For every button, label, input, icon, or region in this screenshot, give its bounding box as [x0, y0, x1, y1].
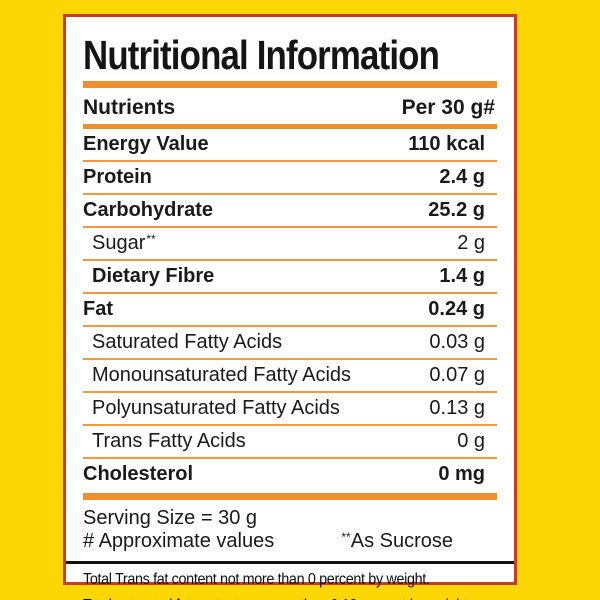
nutrient-label: Cholesterol	[83, 463, 194, 485]
footnotes-row: # Approximate values **As Sucrose	[83, 530, 497, 554]
header-per-serving: Per 30 g#	[401, 95, 495, 119]
table-row-energy-value: Energy Value 110 kcal	[83, 129, 497, 162]
table-row-polyunsaturated-fatty-acids: Polyunsaturated Fatty Acids 0.13 g	[83, 393, 497, 426]
nutrient-value: 1.4 g	[439, 265, 485, 287]
nutrition-panel: Nutritional Information Nutrients Per 30…	[63, 14, 517, 600]
panel-content: Nutritional Information Nutrients Per 30…	[66, 32, 514, 600]
nutrient-label-text: Sugar	[92, 232, 146, 254]
nutrient-value: 0 mg	[438, 463, 485, 485]
nutrient-value: 0.03 g	[429, 331, 485, 353]
nutrient-value: 2.4 g	[439, 166, 485, 188]
table-row-monounsaturated-fatty-acids: Monounsaturated Fatty Acids 0.07 g	[83, 360, 497, 393]
nutrient-value: 0 g	[457, 430, 485, 452]
table-row-fat: Fat 0.24 g	[83, 294, 497, 327]
regulatory-line-saturated-fat: Total saturated fat content not more tha…	[83, 597, 471, 600]
nutrient-value: 0.13 g	[429, 397, 485, 419]
sucrose-footnote-marker: **	[341, 530, 351, 544]
page-title: Nutritional Information	[83, 32, 440, 78]
table-row-sugar: Sugar** 2 g	[83, 228, 497, 261]
nutrient-label: Trans Fatty Acids	[92, 430, 246, 452]
nutrient-label: Dietary Fibre	[92, 265, 215, 287]
table-row-trans-fatty-acids: Trans Fatty Acids 0 g	[83, 426, 497, 459]
sugar-footnote-marker: **	[146, 232, 156, 246]
table-row-protein: Protein 2.4 g	[83, 162, 497, 195]
nutrient-label: Polyunsaturated Fatty Acids	[92, 397, 340, 419]
serving-size-note: Serving Size = 30 g	[83, 507, 257, 529]
nutrient-label: Protein	[83, 166, 152, 188]
sucrose-note-text: As Sucrose	[350, 530, 453, 552]
title-divider-bar	[83, 81, 497, 88]
nutrient-value: 110 kcal	[408, 133, 485, 155]
regulatory-divider-rule	[66, 561, 514, 564]
regulatory-line-trans-fat: Total Trans fat content not more than 0 …	[83, 570, 430, 588]
nutrient-value: 2 g	[457, 232, 485, 254]
table-bottom-divider-bar	[83, 493, 497, 500]
nutrient-label: Fat	[83, 298, 113, 320]
table-row-cholesterol: Cholesterol 0 mg	[83, 459, 497, 490]
nutrient-value: 0.07 g	[429, 364, 485, 386]
table-row-dietary-fibre: Dietary Fibre 1.4 g	[83, 261, 497, 294]
table-header-row: Nutrients Per 30 g#	[83, 91, 497, 129]
sucrose-note: **As Sucrose	[340, 530, 453, 554]
nutrient-value: 25.2 g	[428, 199, 485, 221]
nutrient-table: Energy Value 110 kcal Protein 2.4 g Carb…	[83, 129, 497, 490]
nutrient-value: 0.24 g	[428, 298, 485, 320]
nutrient-label: Energy Value	[83, 133, 209, 155]
nutrient-label: Sugar**	[83, 232, 156, 255]
nutrient-label: Saturated Fatty Acids	[92, 331, 283, 353]
header-nutrients: Nutrients	[83, 95, 176, 119]
nutrient-label: Monounsaturated Fatty Acids	[92, 364, 352, 386]
table-row-carbohydrate: Carbohydrate 25.2 g	[83, 195, 497, 228]
nutrient-label: Carbohydrate	[83, 199, 214, 221]
approximate-values-note: # Approximate values	[83, 530, 275, 552]
table-row-saturated-fatty-acids: Saturated Fatty Acids 0.03 g	[83, 327, 497, 360]
